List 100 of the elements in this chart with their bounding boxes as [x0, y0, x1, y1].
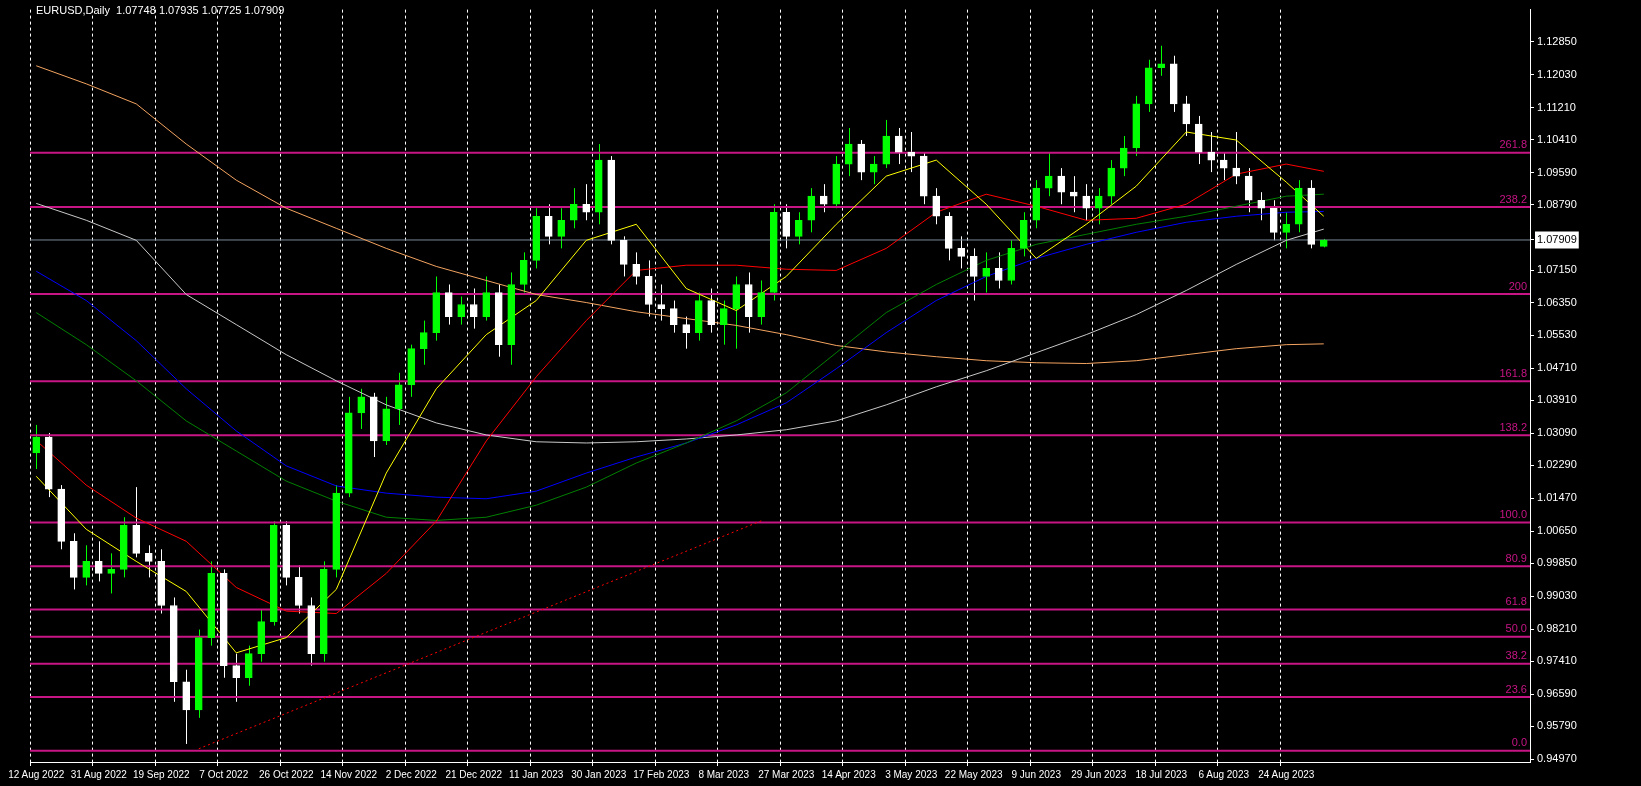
x-tick-label: 31 Aug 2022	[70, 768, 128, 780]
x-tick-label: 26 Oct 2022	[259, 768, 314, 780]
candlestick	[1057, 167, 1066, 205]
candlestick	[682, 316, 691, 350]
y-tick-label: 1.10410	[1537, 132, 1577, 145]
candlestick	[1094, 187, 1103, 225]
candlestick	[782, 203, 791, 249]
candlestick	[819, 183, 828, 213]
annotation: 100.0	[1499, 507, 1527, 520]
y-tick-label: 1.09590	[1537, 165, 1577, 178]
annotation: 200	[1508, 279, 1527, 292]
candlestick	[557, 207, 566, 249]
annotation: 261.8	[1499, 138, 1527, 151]
y-tick-label: 1.00650	[1537, 524, 1577, 537]
x-tick-label: 27 Mar 2023	[758, 768, 815, 780]
annotation: 138.2	[1499, 420, 1527, 433]
candlestick	[1044, 151, 1053, 197]
candlestick	[444, 283, 453, 326]
candlestick	[582, 183, 591, 221]
y-tick-label: 1.03090	[1537, 426, 1577, 439]
annotation: 38.2	[1505, 649, 1527, 662]
candlestick	[482, 275, 491, 322]
x-tick-label: 7 Oct 2022	[199, 768, 249, 780]
y-tick-label: 1.05530	[1537, 328, 1577, 341]
y-tick-label: 0.99030	[1537, 589, 1577, 602]
y-tick-label: 1.03910	[1537, 393, 1577, 406]
chart-title: EURUSD,Daily 1.07748 1.07935 1.07725 1.07909	[36, 4, 285, 16]
y-tick-label: 1.02290	[1537, 458, 1577, 471]
candlestick	[732, 275, 741, 350]
candlestick	[544, 203, 553, 245]
candlestick	[244, 645, 253, 687]
x-tick-label: 18 Jul 2023	[1135, 768, 1188, 780]
candlestick	[94, 540, 103, 582]
annotation: 23.6	[1505, 682, 1527, 695]
annotation: 61.8	[1505, 595, 1527, 608]
candlestick	[1232, 131, 1241, 185]
candlestick	[32, 424, 41, 470]
x-tick-label: 29 Jun 2023	[1071, 768, 1127, 780]
candlestick	[1082, 183, 1091, 221]
annotation: 161.8	[1499, 366, 1527, 379]
x-tick-label: 2 Dec 2022	[385, 768, 438, 780]
annotation: 80.9	[1505, 551, 1527, 564]
x-tick-label: 12 Aug 2022	[8, 768, 65, 780]
x-tick-label: 14 Nov 2022	[320, 768, 378, 780]
x-tick-label: 14 Apr 2023	[821, 768, 877, 780]
candlestick	[957, 235, 966, 269]
y-tick-label: 0.94970	[1537, 752, 1577, 765]
x-tick-label: 24 Aug 2023	[1258, 768, 1315, 780]
candlestick	[869, 155, 878, 185]
candlestick	[144, 544, 153, 578]
x-tick-label: 9 Jun 2023	[1011, 768, 1062, 780]
y-tick-label: 1.07150	[1537, 263, 1577, 276]
candlestick	[657, 283, 666, 322]
y-tick-label: 0.97410	[1537, 654, 1577, 667]
candlestick	[794, 211, 803, 245]
candlestick	[932, 187, 941, 225]
candlestick	[1257, 191, 1266, 221]
x-tick-label: 21 Dec 2022	[445, 768, 503, 780]
candlestick	[719, 300, 728, 346]
y-tick-label: 1.06350	[1537, 295, 1577, 308]
candlestick	[82, 544, 91, 586]
candlestick	[707, 287, 716, 334]
x-tick-label: 8 Mar 2023	[698, 768, 750, 780]
candlestick	[1182, 95, 1191, 137]
y-tick-label: 0.98210	[1537, 622, 1577, 635]
candlestick	[469, 287, 478, 330]
y-tick-label: 0.95790	[1537, 719, 1577, 732]
candlestick	[1219, 151, 1228, 181]
candlestick	[1069, 175, 1078, 213]
x-tick-label: 6 Aug 2023	[1198, 768, 1250, 780]
y-tick-label: 1.01470	[1537, 491, 1577, 504]
candlestick	[1269, 199, 1278, 241]
candlestick	[232, 653, 241, 703]
y-tick-label: 1.12850	[1537, 34, 1577, 47]
candlestick	[419, 320, 428, 366]
candlestick	[357, 388, 366, 430]
x-tick-label: 17 Feb 2023	[633, 768, 690, 780]
x-tick-label: 11 Jan 2023	[509, 768, 564, 780]
candlestick	[982, 251, 991, 293]
candlestick	[844, 127, 853, 177]
candlestick	[994, 251, 1003, 289]
annotation: 238.2	[1499, 192, 1527, 205]
y-tick-label: 0.96590	[1537, 687, 1577, 700]
candlestick	[569, 187, 578, 229]
candlestick	[969, 247, 978, 302]
candlestick	[757, 279, 766, 326]
y-tick-label: 1.04710	[1537, 361, 1577, 374]
candlestick	[807, 187, 816, 233]
y-tick-label: 1.11210	[1537, 100, 1576, 113]
y-tick-label: 1.12030	[1537, 67, 1577, 80]
candlestick	[1282, 211, 1291, 249]
candlestick	[619, 235, 628, 277]
x-tick-label: 30 Jan 2023	[571, 768, 627, 780]
x-tick-label: 22 May 2023	[944, 768, 1004, 780]
candlestick	[519, 251, 528, 293]
y-tick-label: 1.07909	[1537, 233, 1577, 246]
candlestick	[1244, 167, 1253, 213]
candlestick	[669, 300, 678, 334]
candlestick	[394, 372, 403, 426]
y-tick-label: 1.08790	[1537, 197, 1577, 210]
